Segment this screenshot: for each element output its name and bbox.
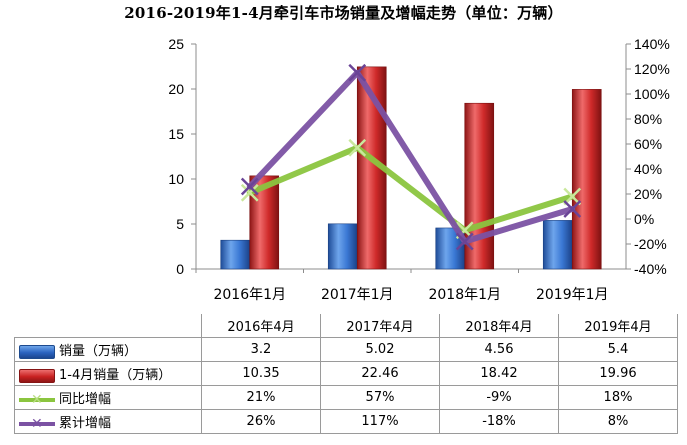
left-axis-tick-label: 15: [168, 126, 184, 142]
table-corner-cell: [15, 314, 202, 338]
data-table: 2016年4月 2017年4月 2018年4月 2019年4月 销量（万辆） 3…: [14, 314, 678, 434]
bar-ytd-sales: [571, 89, 602, 270]
table-cell: 3.2: [201, 337, 321, 362]
table-row: ✕ 累计增幅 26% 117% -18% 8%: [14, 409, 678, 434]
legend-key-purple-line: ✕: [19, 417, 55, 431]
marker-stroke: [348, 63, 367, 82]
marker-stroke: [563, 200, 582, 218]
table-column-header: 2018年4月: [439, 314, 559, 338]
legend-key-blue-bar: [19, 344, 55, 359]
table-cell: 26%: [201, 409, 321, 434]
right-axis-tick-label: 40%: [634, 161, 662, 177]
legend-label: 销量（万辆）: [59, 344, 138, 359]
right-axis-tick-label: 60%: [634, 136, 662, 152]
chart-plot-area: 0 5 10 15 20 25 -40% -20% 0% 20% 40% 60% 80% 100% 120%…: [168, 36, 669, 303]
marker-cumulative-growth: [455, 232, 474, 251]
table-column-header: 2017年4月: [320, 314, 440, 338]
table-cell: -18%: [439, 409, 559, 434]
table-row: ✕ 同比增幅 21% 57% -9% 18%: [14, 385, 678, 410]
x-axis-category-label: 2019年1月: [536, 287, 609, 303]
table-cell: 22.46: [320, 361, 440, 386]
table-cell: -9%: [439, 385, 559, 410]
left-axis-tick-label: 0: [176, 261, 184, 277]
table-cell: 21%: [201, 385, 321, 410]
table-cell: 5.4: [558, 337, 678, 362]
table-cell: 4.56: [439, 337, 559, 362]
bar-sales: [220, 239, 251, 270]
table-cell: 18%: [558, 385, 678, 410]
table-row-header: ✕ 累计增幅: [14, 409, 202, 434]
x-axis-category-label: 2016年1月: [213, 287, 286, 303]
marker-cumulative-growth: [348, 63, 367, 82]
legend-key-red-bar: [19, 368, 55, 383]
table-cell: 8%: [558, 409, 678, 434]
table-cell: 57%: [320, 385, 440, 410]
legend-label: 1-4月销量（万辆）: [59, 368, 172, 383]
right-axis-tick-label: 100%: [634, 86, 670, 102]
right-axis-tick-label: -40%: [634, 261, 667, 277]
table-cell: 117%: [320, 409, 440, 434]
right-axis-tick-label: 80%: [634, 111, 662, 127]
table-row-header: 1-4月销量（万辆）: [14, 361, 202, 386]
left-axis-tick-label: 20: [168, 81, 184, 97]
marker-cumulative-growth: [563, 200, 582, 218]
bar-sales: [327, 223, 358, 270]
chart-bars: [220, 66, 602, 270]
x-axis-category-label: 2017年1月: [321, 287, 394, 303]
marker-stroke: [240, 183, 259, 202]
table-cell: 5.02: [320, 337, 440, 362]
marker-yoy-growth: [240, 183, 259, 202]
table-cell: 10.35: [201, 361, 321, 386]
right-axis-tick-label: -20%: [634, 236, 667, 252]
table-row-header: ✕ 同比增幅: [14, 385, 202, 410]
legend-label: 累计增幅: [59, 416, 112, 431]
right-axis-tick-label: 20%: [634, 186, 662, 202]
table-row: 1-4月销量（万辆） 10.35 22.46 18.42 19.96: [14, 361, 678, 386]
legend-label: 同比增幅: [59, 392, 112, 407]
table-column-header: 2016年4月: [201, 314, 321, 338]
marker-stroke: [455, 232, 474, 251]
table-cell: 19.96: [558, 361, 678, 386]
chart-tick-labels: 0 5 10 15 20 25 -40% -20% 0% 20% 40% 60% 80% 100% 120%…: [168, 36, 669, 303]
right-axis-tick-label: 0%: [634, 211, 654, 227]
legend-key-green-line: ✕: [19, 393, 55, 407]
table-row-header: 销量（万辆）: [14, 337, 202, 362]
marker-stroke: [563, 187, 582, 206]
right-axis-tick-label: 140%: [634, 36, 670, 52]
marker-stroke: [348, 138, 367, 157]
table-header-row: 2016年4月 2017年4月 2018年4月 2019年4月: [15, 314, 678, 338]
series-line-yoy-growth: [246, 144, 576, 234]
marker-yoy-growth: [563, 187, 582, 206]
x-axis-category-label: 2018年1月: [428, 287, 501, 303]
marker-stroke: [240, 177, 259, 196]
table-column-header: 2019年4月: [558, 314, 678, 338]
table-row: 销量（万辆） 3.2 5.02 4.56 5.4: [14, 337, 678, 362]
right-axis-tick-label: 120%: [634, 61, 670, 77]
left-axis-tick-label: 10: [168, 171, 184, 187]
chart-title: 2016-2019年1-4月牵引车市场销量及增幅走势（单位：万辆）: [124, 4, 563, 22]
left-axis-tick-label: 25: [168, 36, 184, 52]
table-cell: 18.42: [439, 361, 559, 386]
marker-cumulative-growth: [240, 177, 259, 196]
series-line-cumulative-growth: [246, 69, 576, 245]
bar-sales: [542, 220, 573, 270]
left-axis-tick-label: 5: [176, 216, 184, 232]
chart-lines: [240, 63, 582, 251]
marker-yoy-growth: [348, 138, 367, 157]
